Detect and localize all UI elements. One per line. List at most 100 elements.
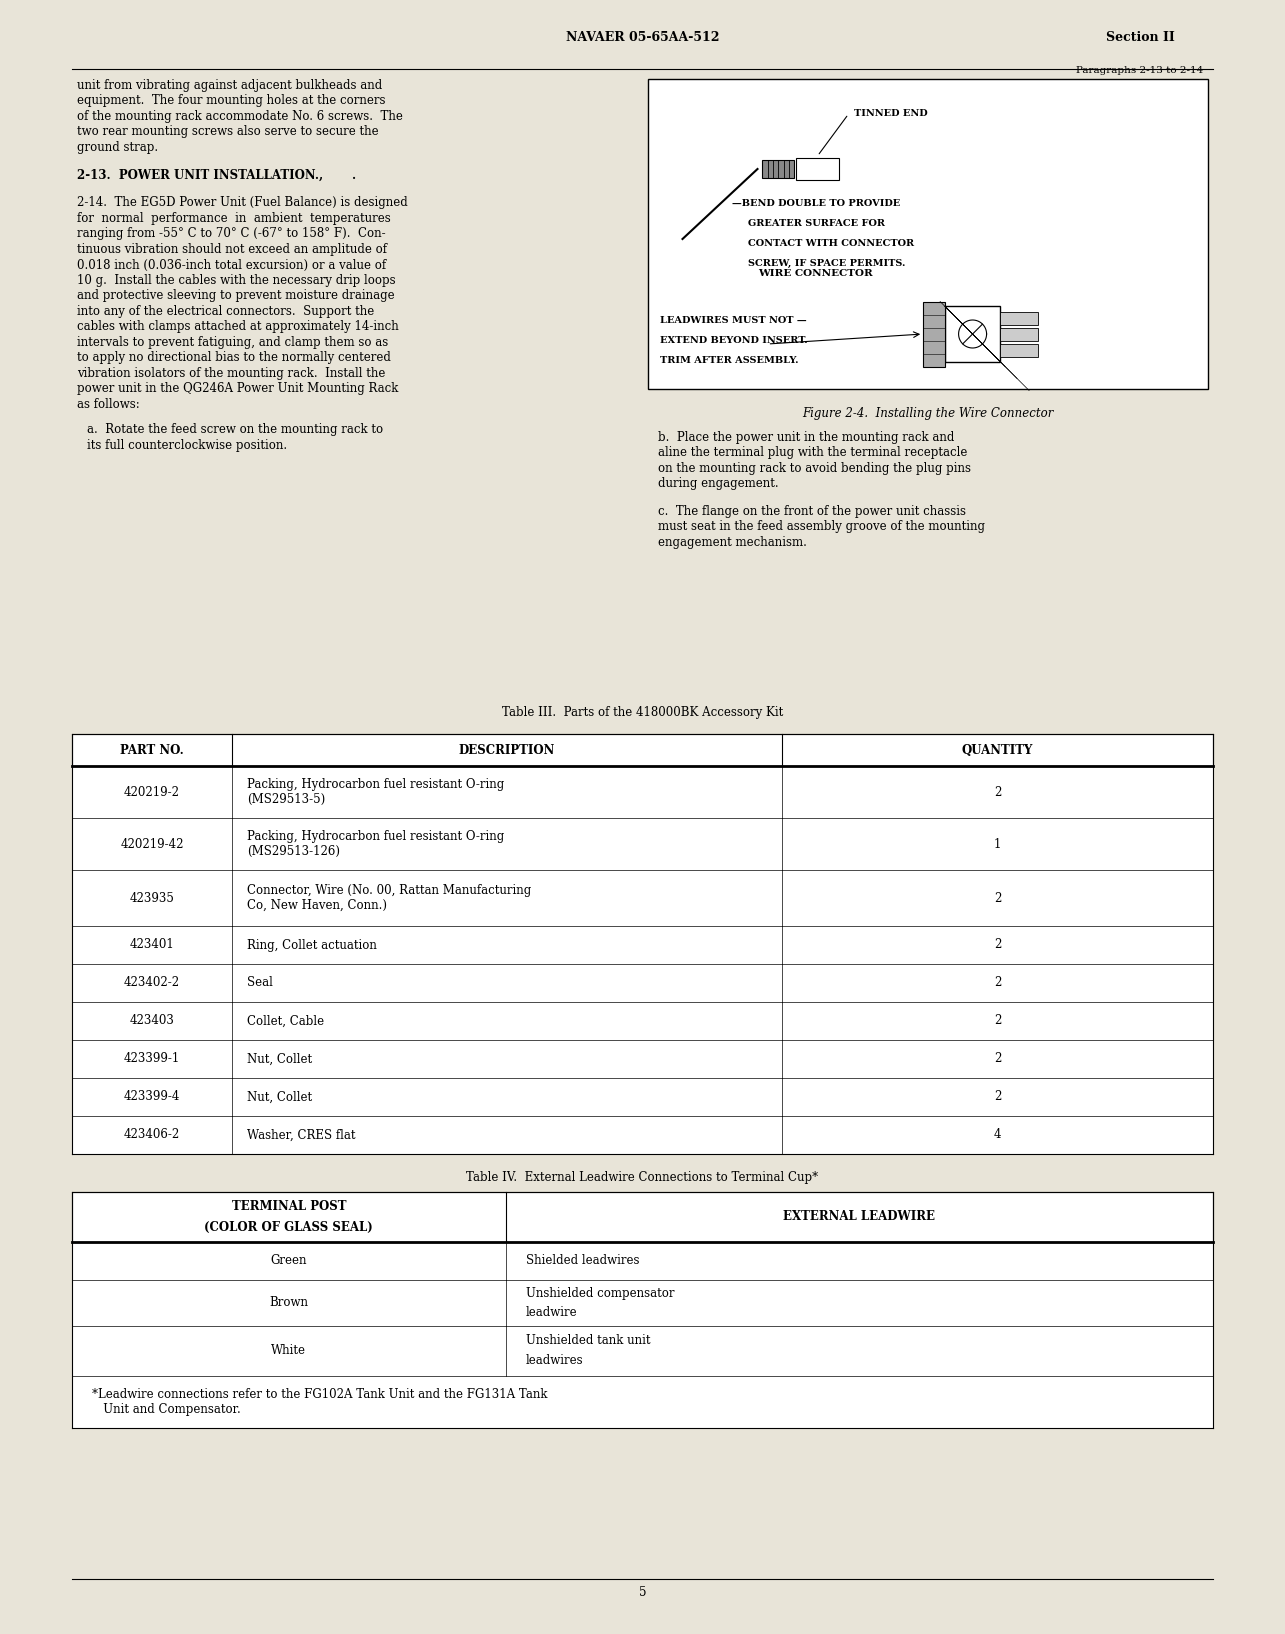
Text: Packing, Hydrocarbon fuel resistant O-ring: Packing, Hydrocarbon fuel resistant O-ri… bbox=[247, 778, 504, 791]
Text: 2: 2 bbox=[993, 786, 1001, 799]
Text: unit from vibrating against adjacent bulkheads and: unit from vibrating against adjacent bul… bbox=[77, 78, 382, 92]
Text: for  normal  performance  in  ambient  temperatures: for normal performance in ambient temper… bbox=[77, 212, 391, 225]
Text: b.  Place the power unit in the mounting rack and: b. Place the power unit in the mounting … bbox=[658, 431, 953, 444]
Text: during engagement.: during engagement. bbox=[658, 477, 779, 490]
Text: Nut, Collet: Nut, Collet bbox=[247, 1052, 312, 1065]
Text: 420219-2: 420219-2 bbox=[123, 786, 180, 799]
Text: SCREW, IF SPACE PERMITS.: SCREW, IF SPACE PERMITS. bbox=[748, 260, 905, 268]
Text: engagement mechanism.: engagement mechanism. bbox=[658, 536, 807, 549]
Text: TINNED END: TINNED END bbox=[853, 109, 926, 119]
Text: White: White bbox=[271, 1345, 306, 1358]
Text: into any of the electrical connectors.  Support the: into any of the electrical connectors. S… bbox=[77, 306, 374, 319]
Text: 2-14.  The EG5D Power Unit (Fuel Balance) is designed: 2-14. The EG5D Power Unit (Fuel Balance)… bbox=[77, 196, 407, 209]
Text: *Leadwire connections refer to the FG102A Tank Unit and the FG131A Tank: *Leadwire connections refer to the FG102… bbox=[93, 1387, 547, 1400]
Text: Table IV.  External Leadwire Connections to Terminal Cup*: Table IV. External Leadwire Connections … bbox=[466, 1172, 819, 1185]
Text: Paragraphs 2-13 to 2-14: Paragraphs 2-13 to 2-14 bbox=[1077, 65, 1204, 75]
Bar bbox=[72, 964, 1213, 1002]
Bar bbox=[72, 869, 1213, 926]
Text: cables with clamps attached at approximately 14-inch: cables with clamps attached at approxima… bbox=[77, 320, 398, 333]
Bar bbox=[72, 1078, 1213, 1116]
Text: (MS29513-126): (MS29513-126) bbox=[247, 845, 341, 858]
Bar bbox=[72, 1039, 1213, 1078]
Bar bbox=[648, 78, 1208, 389]
Text: Unshielded tank unit: Unshielded tank unit bbox=[526, 1335, 650, 1348]
Bar bbox=[797, 158, 839, 180]
Text: 423401: 423401 bbox=[130, 938, 175, 951]
Text: ranging from -55° C to 70° C (-67° to 158° F).  Con-: ranging from -55° C to 70° C (-67° to 15… bbox=[77, 227, 386, 240]
Bar bbox=[72, 1376, 1213, 1428]
Text: to apply no directional bias to the normally centered: to apply no directional bias to the norm… bbox=[77, 351, 391, 364]
Text: tinuous vibration should not exceed an amplitude of: tinuous vibration should not exceed an a… bbox=[77, 243, 387, 257]
Text: 0.018 inch (0.036-inch total excursion) or a value of: 0.018 inch (0.036-inch total excursion) … bbox=[77, 258, 386, 271]
Text: Unshielded compensator: Unshielded compensator bbox=[526, 1286, 675, 1299]
Text: 10 g.  Install the cables with the necessary drip loops: 10 g. Install the cables with the necess… bbox=[77, 275, 396, 288]
Text: WIRE CONNECTOR: WIRE CONNECTOR bbox=[758, 270, 873, 278]
Text: a.  Rotate the feed screw on the mounting rack to: a. Rotate the feed screw on the mounting… bbox=[87, 423, 383, 436]
Text: as follows:: as follows: bbox=[77, 399, 140, 412]
Text: Table III.  Parts of the 418000BK Accessory Kit: Table III. Parts of the 418000BK Accesso… bbox=[502, 706, 783, 719]
Text: (MS29513-5): (MS29513-5) bbox=[247, 792, 325, 806]
Text: 2: 2 bbox=[993, 977, 1001, 990]
Text: QUANTITY: QUANTITY bbox=[961, 743, 1033, 757]
Text: aline the terminal plug with the terminal receptacle: aline the terminal plug with the termina… bbox=[658, 446, 966, 459]
Bar bbox=[1000, 345, 1038, 356]
Bar bbox=[1000, 312, 1038, 325]
Text: Connector, Wire (No. 00, Rattan Manufacturing: Connector, Wire (No. 00, Rattan Manufact… bbox=[247, 884, 531, 897]
Text: —BEND DOUBLE TO PROVIDE: —BEND DOUBLE TO PROVIDE bbox=[732, 199, 901, 208]
Text: 5: 5 bbox=[639, 1585, 646, 1598]
Bar bbox=[762, 160, 794, 178]
Text: its full counterclockwise position.: its full counterclockwise position. bbox=[87, 440, 287, 453]
Bar bbox=[72, 734, 1213, 766]
Bar bbox=[923, 302, 944, 366]
Text: 4: 4 bbox=[993, 1129, 1001, 1142]
Text: and protective sleeving to prevent moisture drainage: and protective sleeving to prevent moist… bbox=[77, 289, 394, 302]
Text: EXTEND BEYOND INSERT.: EXTEND BEYOND INSERT. bbox=[659, 337, 807, 345]
Text: 423399-1: 423399-1 bbox=[123, 1052, 180, 1065]
Text: GREATER SURFACE FOR: GREATER SURFACE FOR bbox=[748, 219, 884, 229]
Text: 1: 1 bbox=[993, 838, 1001, 851]
Text: c.  The flange on the front of the power unit chassis: c. The flange on the front of the power … bbox=[658, 505, 965, 518]
Text: 2: 2 bbox=[993, 938, 1001, 951]
Text: leadwire: leadwire bbox=[526, 1307, 577, 1320]
Bar bbox=[72, 1191, 1213, 1242]
Text: 2-13.  POWER UNIT INSTALLATION.,       .: 2-13. POWER UNIT INSTALLATION., . bbox=[77, 168, 356, 181]
Text: 423403: 423403 bbox=[130, 1015, 175, 1028]
Text: 423399-4: 423399-4 bbox=[123, 1090, 180, 1103]
Text: Co, New Haven, Conn.): Co, New Haven, Conn.) bbox=[247, 899, 387, 912]
Text: Unit and Compensator.: Unit and Compensator. bbox=[93, 1404, 240, 1417]
Text: 423406-2: 423406-2 bbox=[123, 1129, 180, 1142]
Text: 420219-42: 420219-42 bbox=[121, 838, 184, 851]
Text: NAVAER 05-65AA-512: NAVAER 05-65AA-512 bbox=[565, 31, 720, 44]
Bar bbox=[72, 1279, 1213, 1327]
Text: on the mounting rack to avoid bending the plug pins: on the mounting rack to avoid bending th… bbox=[658, 462, 970, 475]
Text: 2: 2 bbox=[993, 1015, 1001, 1028]
Bar bbox=[72, 926, 1213, 964]
Text: 2: 2 bbox=[993, 1052, 1001, 1065]
Text: CONTACT WITH CONNECTOR: CONTACT WITH CONNECTOR bbox=[748, 239, 914, 248]
Text: Figure 2-4.  Installing the Wire Connector: Figure 2-4. Installing the Wire Connecto… bbox=[802, 407, 1054, 420]
Text: Nut, Collet: Nut, Collet bbox=[247, 1090, 312, 1103]
Text: intervals to prevent fatiguing, and clamp them so as: intervals to prevent fatiguing, and clam… bbox=[77, 337, 388, 350]
Bar bbox=[72, 1327, 1213, 1376]
Bar bbox=[1000, 328, 1038, 342]
Text: Washer, CRES flat: Washer, CRES flat bbox=[247, 1129, 356, 1142]
Text: TERMINAL POST: TERMINAL POST bbox=[231, 1201, 346, 1214]
Text: Green: Green bbox=[271, 1255, 307, 1268]
Text: ground strap.: ground strap. bbox=[77, 141, 158, 154]
Text: LEADWIRES MUST NOT —: LEADWIRES MUST NOT — bbox=[659, 315, 806, 325]
Text: Seal: Seal bbox=[247, 977, 272, 990]
Text: two rear mounting screws also serve to secure the: two rear mounting screws also serve to s… bbox=[77, 126, 379, 139]
Bar bbox=[72, 819, 1213, 869]
Text: of the mounting rack accommodate No. 6 screws.  The: of the mounting rack accommodate No. 6 s… bbox=[77, 109, 403, 123]
Text: vibration isolators of the mounting rack.  Install the: vibration isolators of the mounting rack… bbox=[77, 368, 386, 381]
Text: PART NO.: PART NO. bbox=[120, 743, 184, 757]
Text: 2: 2 bbox=[993, 1090, 1001, 1103]
Text: Packing, Hydrocarbon fuel resistant O-ring: Packing, Hydrocarbon fuel resistant O-ri… bbox=[247, 830, 504, 843]
Bar bbox=[72, 1002, 1213, 1039]
Bar bbox=[944, 307, 1000, 361]
Bar bbox=[72, 1116, 1213, 1154]
Text: 2: 2 bbox=[993, 892, 1001, 905]
Text: 423402-2: 423402-2 bbox=[123, 977, 180, 990]
Text: must seat in the feed assembly groove of the mounting: must seat in the feed assembly groove of… bbox=[658, 521, 984, 533]
Text: Brown: Brown bbox=[270, 1296, 308, 1309]
